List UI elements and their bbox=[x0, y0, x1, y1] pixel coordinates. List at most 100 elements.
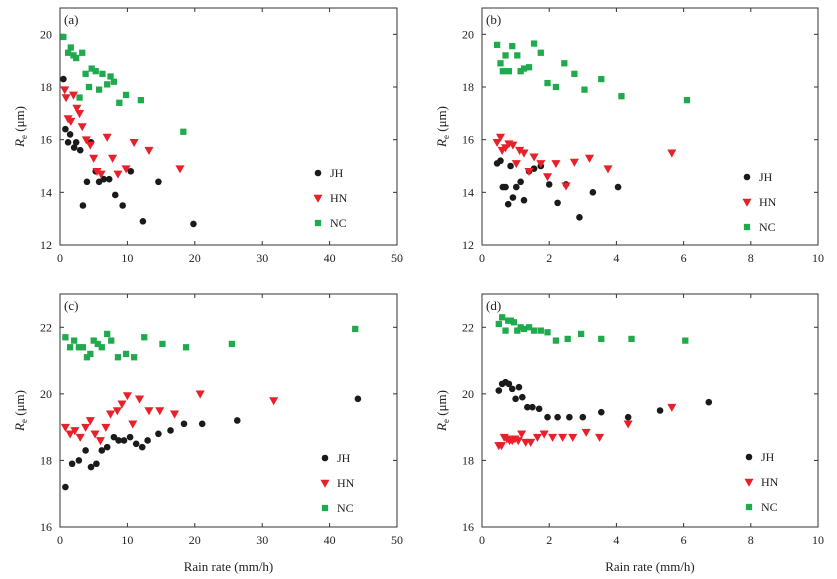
point-jh bbox=[535, 405, 543, 413]
y-tick-label: 18 bbox=[40, 453, 52, 467]
point-jh bbox=[530, 165, 538, 172]
y-axis-title-unit: (μm) bbox=[12, 106, 27, 135]
point-nc bbox=[514, 52, 521, 59]
point-hn bbox=[96, 170, 106, 179]
plot-frame bbox=[481, 7, 819, 246]
point-jh bbox=[529, 403, 536, 411]
point-jh bbox=[103, 443, 111, 451]
legend-label-nc: NC bbox=[761, 500, 778, 514]
point-hn bbox=[517, 430, 527, 439]
series-hn bbox=[492, 133, 677, 191]
x-axis-title: Rain rate (mm/h) bbox=[184, 559, 274, 574]
legend-label-jh: JH bbox=[759, 170, 773, 184]
point-nc bbox=[116, 99, 123, 106]
series-hn bbox=[494, 403, 677, 451]
point-hn bbox=[558, 433, 568, 442]
x-tick-label: 0 bbox=[57, 251, 63, 265]
legend-marker-nc bbox=[745, 503, 753, 511]
legend-label-hn: HN bbox=[761, 475, 779, 489]
point-jh bbox=[70, 144, 78, 151]
point-hn bbox=[532, 433, 542, 442]
x-tick-label: 0 bbox=[479, 533, 485, 547]
point-nc bbox=[598, 335, 605, 343]
point-jh bbox=[115, 437, 122, 444]
point-hn bbox=[144, 407, 154, 416]
point-nc bbox=[537, 49, 544, 56]
legend-label-nc: NC bbox=[337, 501, 354, 515]
point-jh bbox=[520, 196, 528, 204]
legend-label-jh: JH bbox=[337, 451, 351, 465]
point-jh bbox=[705, 398, 713, 406]
point-hn bbox=[81, 423, 91, 432]
point-nc bbox=[104, 81, 111, 88]
x-tick-label: 10 bbox=[812, 533, 824, 547]
panel-label: (b) bbox=[486, 12, 501, 27]
y-axis-title-unit: (μm) bbox=[434, 390, 449, 419]
x-tick-label: 50 bbox=[391, 251, 403, 265]
x-tick-label: 8 bbox=[748, 533, 754, 547]
y-tick-label: 16 bbox=[462, 133, 474, 147]
legend-label-hn: HN bbox=[330, 191, 348, 205]
point-hn bbox=[603, 165, 613, 174]
point-jh bbox=[519, 393, 526, 401]
point-jh bbox=[76, 146, 84, 154]
point-nc bbox=[87, 350, 94, 358]
point-nc bbox=[571, 70, 578, 77]
legend-marker-hn bbox=[744, 478, 754, 487]
x-tick-label: 30 bbox=[256, 533, 268, 547]
point-nc bbox=[561, 60, 568, 67]
legend-marker-nc bbox=[743, 223, 751, 231]
point-nc bbox=[85, 83, 93, 91]
point-jh bbox=[554, 199, 561, 207]
y-tick-label: 14 bbox=[40, 185, 52, 199]
point-jh bbox=[98, 447, 106, 454]
point-jh bbox=[524, 403, 531, 411]
x-tick-label: 6 bbox=[681, 533, 687, 547]
point-hn bbox=[129, 139, 139, 148]
y-tick-label: 22 bbox=[462, 320, 474, 334]
point-jh bbox=[167, 427, 174, 434]
y-axis-title-sub: e bbox=[441, 419, 451, 423]
point-hn bbox=[77, 123, 87, 132]
point-hn bbox=[90, 430, 100, 439]
x-tick-label: 40 bbox=[324, 251, 336, 265]
point-jh bbox=[512, 183, 520, 191]
x-tick-label: 6 bbox=[681, 251, 687, 265]
x-tick-label: 2 bbox=[546, 533, 552, 547]
point-nc bbox=[82, 70, 89, 77]
point-nc bbox=[159, 340, 166, 348]
point-nc bbox=[79, 344, 87, 351]
point-hn bbox=[569, 158, 579, 167]
x-tick-label: 40 bbox=[324, 533, 336, 547]
point-hn bbox=[496, 442, 507, 451]
point-jh bbox=[111, 191, 119, 199]
point-hn bbox=[551, 160, 561, 169]
point-nc bbox=[71, 337, 78, 344]
y-tick-label: 22 bbox=[40, 320, 52, 334]
legend-marker-jh bbox=[745, 453, 753, 461]
point-nc bbox=[530, 327, 538, 334]
y-axis-title-unit: (μm) bbox=[434, 106, 449, 135]
y-tick-label: 18 bbox=[462, 80, 474, 94]
point-hn bbox=[113, 170, 123, 179]
point-nc bbox=[95, 86, 103, 93]
point-hn bbox=[81, 136, 91, 145]
y-axis-title-sub: e bbox=[19, 135, 29, 139]
point-hn bbox=[542, 173, 553, 182]
point-nc bbox=[64, 49, 72, 56]
point-jh bbox=[507, 162, 514, 170]
point-hn bbox=[195, 390, 205, 399]
legend-marker-jh bbox=[743, 173, 751, 181]
x-tick-label: 0 bbox=[479, 251, 485, 265]
point-hn bbox=[155, 407, 165, 416]
point-nc bbox=[502, 327, 509, 334]
point-jh bbox=[597, 408, 605, 416]
point-nc bbox=[99, 70, 106, 77]
point-hn bbox=[667, 149, 677, 158]
y-tick-label: 18 bbox=[40, 80, 52, 94]
y-axis-title-unit: (μm) bbox=[12, 390, 27, 419]
point-jh bbox=[83, 178, 91, 186]
x-tick-label: 30 bbox=[256, 251, 268, 265]
point-nc bbox=[530, 40, 538, 47]
point-nc bbox=[514, 327, 521, 334]
